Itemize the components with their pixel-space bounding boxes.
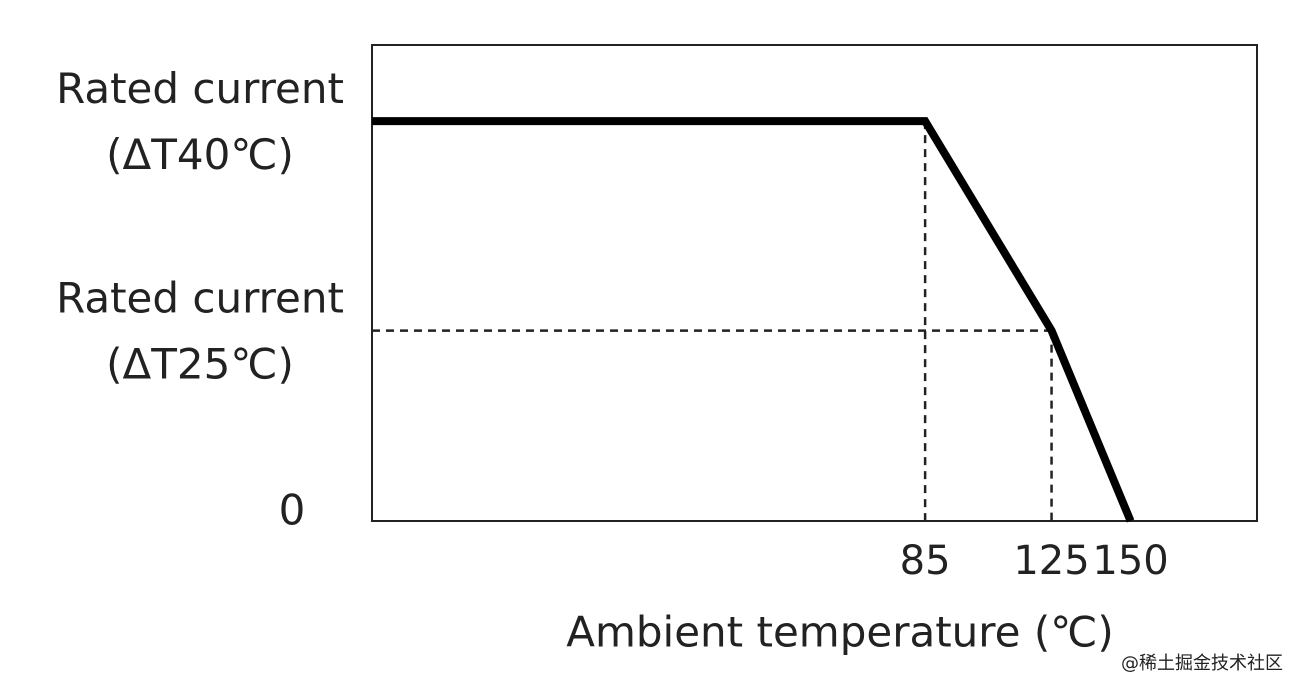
x-axis-label: Ambient temperature (℃) [566,608,1114,657]
y-tick-label: 0 [279,486,306,535]
derating-line [372,117,1135,523]
x-tick-label: 150 [1092,538,1168,584]
y-tick-label: Rated current (ΔT40℃) [56,64,344,179]
y-tick-label: Rated current (ΔT25℃) [56,273,344,388]
x-tick-label: 85 [900,538,951,584]
plot-frame [371,44,1258,522]
watermark: @稀土掘金技术社区 [1121,653,1283,674]
x-tick-label: 125 [1013,538,1089,584]
